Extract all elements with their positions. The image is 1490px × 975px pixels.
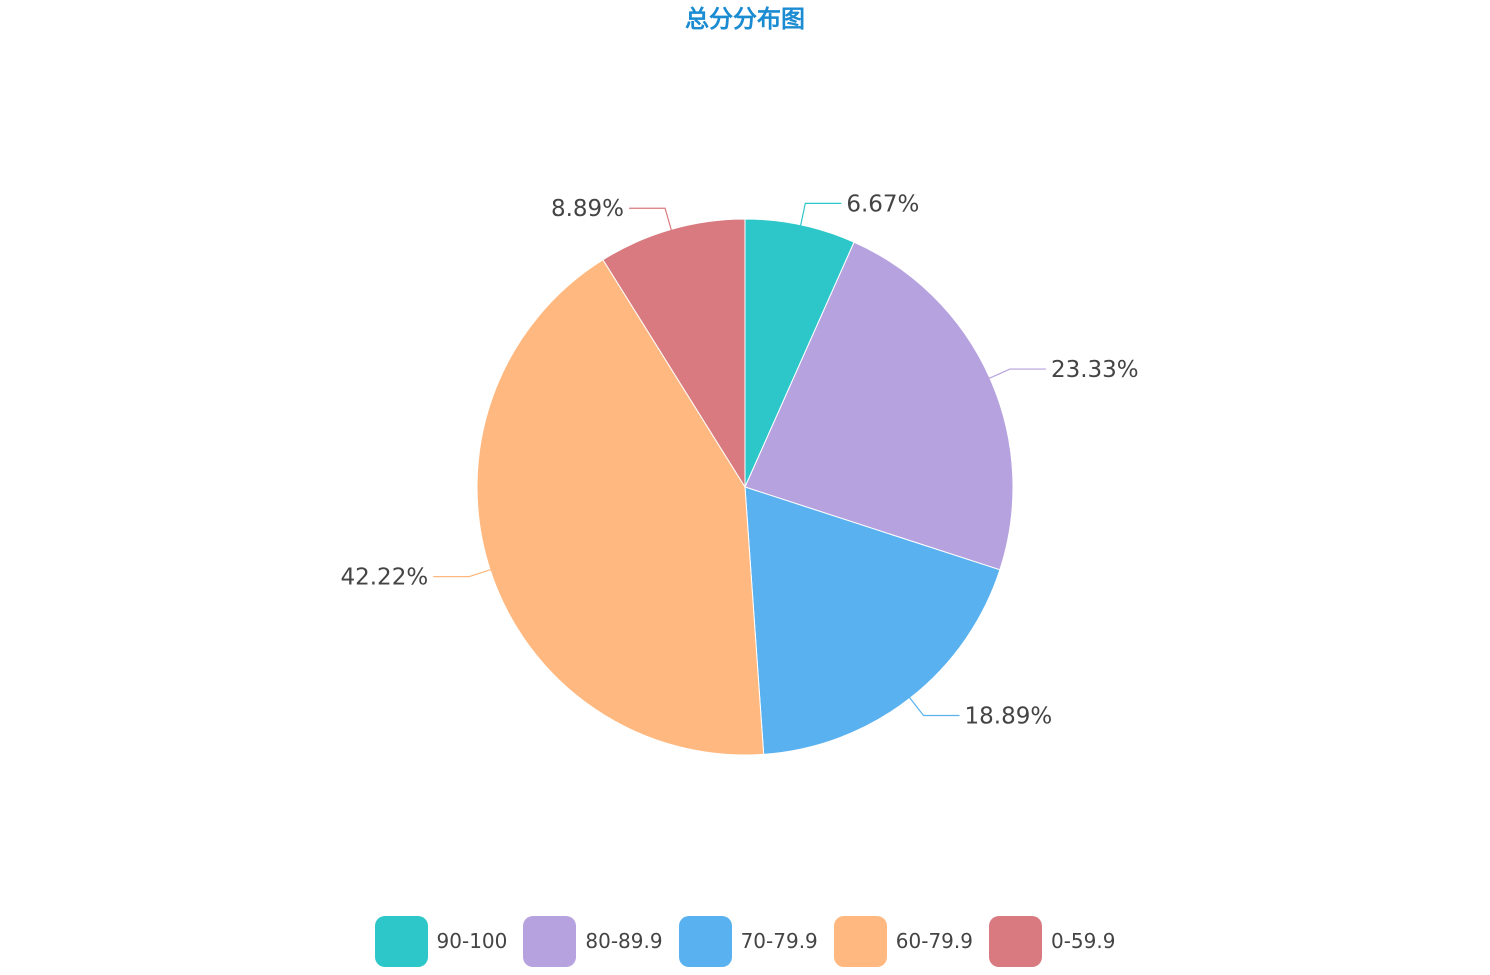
label-line-0-59.9 bbox=[629, 207, 673, 234]
label-line-60-79.9 bbox=[433, 568, 495, 578]
legend-swatch bbox=[523, 915, 577, 967]
legend-item-0-59.9[interactable]: 0-59.9 bbox=[988, 915, 1116, 967]
label-line-70-79.9 bbox=[907, 694, 960, 717]
legend-item-70-79.9[interactable]: 70-79.9 bbox=[678, 915, 818, 967]
legend-swatch bbox=[374, 915, 428, 967]
legend-item-80-89.9[interactable]: 80-89.9 bbox=[523, 915, 663, 967]
legend-label: 80-89.9 bbox=[585, 929, 663, 953]
label-line-90-100 bbox=[799, 202, 842, 229]
slice-label-60-79.9: 42.22% bbox=[340, 565, 428, 591]
pie-chart: 6.67% 23.33% 18.89% 42.22% 8.89% bbox=[340, 191, 1139, 756]
legend-swatch bbox=[833, 915, 887, 967]
slice-label-80-89.9: 23.33% bbox=[1051, 357, 1139, 383]
slice-label-70-79.9: 18.89% bbox=[965, 704, 1053, 730]
legend-label: 90-100 bbox=[436, 929, 508, 953]
legend-item-60-79.9[interactable]: 60-79.9 bbox=[833, 915, 973, 967]
legend-swatch bbox=[988, 915, 1042, 967]
slice-label-90-100: 6.67% bbox=[846, 191, 919, 217]
chart-title: 总分分布图 bbox=[685, 5, 805, 33]
label-line-80-89.9 bbox=[985, 368, 1046, 381]
legend-swatch bbox=[678, 915, 732, 967]
legend-item-90-100[interactable]: 90-100 bbox=[374, 915, 508, 967]
legend-label: 70-79.9 bbox=[740, 929, 818, 953]
legend-label: 0-59.9 bbox=[1050, 929, 1116, 953]
chart-legend: 90-100 80-89.9 70-79.9 60-79.9 0-59.9 bbox=[0, 914, 1490, 968]
legend-label: 60-79.9 bbox=[895, 929, 973, 953]
slice-label-0-59.9: 8.89% bbox=[551, 196, 624, 222]
